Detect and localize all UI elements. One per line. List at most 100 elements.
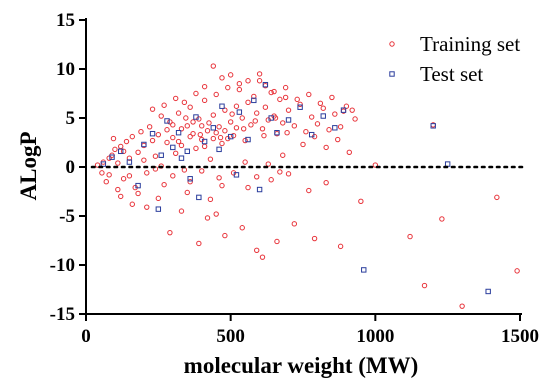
training-set-point [129, 133, 135, 140]
training-set-point [274, 238, 280, 245]
training-set-point [219, 75, 225, 81]
training-set-point [199, 168, 205, 174]
test-set-point [141, 141, 147, 148]
test-set-point [175, 130, 182, 136]
training-set-point [126, 173, 133, 179]
training-set-point [349, 107, 355, 113]
training-set-point [268, 89, 274, 96]
test-set-point [268, 115, 274, 121]
x-tick-label: 1500 [501, 326, 539, 347]
training-set-point [306, 187, 312, 194]
test-set-point [109, 154, 115, 160]
y-axis-title: ALogP [16, 132, 41, 201]
y-tick-label: 0 [66, 157, 76, 178]
training-set-point [161, 181, 167, 188]
training-set-point [167, 119, 173, 125]
test-set-point [233, 172, 240, 178]
training-set-point [329, 94, 335, 101]
training-set-point [144, 204, 150, 210]
training-set-point [222, 107, 228, 113]
x-tick-label: 1000 [356, 326, 394, 347]
training-set-point [193, 90, 199, 97]
training-set-point [141, 157, 147, 163]
test-set-point [178, 155, 185, 161]
training-set-point [199, 123, 205, 129]
legend-marker-circle [389, 41, 395, 47]
training-set-point [190, 119, 196, 125]
training-set-point [170, 122, 176, 128]
training-set-point [225, 84, 231, 91]
training-set-point [213, 91, 219, 98]
training-set-point [277, 169, 283, 175]
test-set-point [444, 161, 451, 167]
training-set-point [439, 216, 445, 222]
training-set-point [314, 121, 321, 127]
test-set-point [219, 103, 225, 109]
training-set-point [239, 115, 245, 121]
training-set-point [207, 156, 214, 162]
test-set-point [262, 81, 269, 88]
training-set-point [201, 143, 208, 150]
training-set-point [219, 182, 225, 189]
test-set-point [236, 109, 243, 115]
training-set-point [337, 124, 344, 130]
training-set-point [181, 99, 188, 106]
test-set-point [155, 206, 162, 212]
training-set-point [256, 78, 263, 84]
test-set-point [430, 123, 436, 129]
test-set-point [210, 125, 217, 131]
test-set-point [170, 144, 176, 151]
training-set-point [135, 190, 141, 197]
training-set-point [110, 135, 117, 142]
training-set-point [372, 162, 379, 168]
training-set-point [459, 303, 465, 309]
training-set-point [291, 123, 298, 129]
training-set-point [332, 111, 338, 117]
training-set-point [308, 114, 315, 120]
test-set-point [196, 194, 202, 201]
training-set-point [233, 103, 240, 109]
legend-label: Test set [420, 62, 483, 86]
legend-item: Training set [389, 32, 520, 56]
training-set-point [210, 63, 217, 69]
training-set-point [335, 136, 341, 143]
training-set-point [187, 104, 193, 110]
training-set-point [170, 173, 176, 179]
training-set-point [282, 84, 289, 91]
training-set-point [271, 88, 277, 95]
training-set-point [207, 196, 214, 203]
training-set-point [421, 282, 428, 289]
training-set-point [120, 176, 127, 182]
training-set-point [187, 133, 193, 140]
test-set-point [158, 152, 164, 158]
test-set-point [361, 267, 367, 273]
training-set-point [297, 101, 303, 107]
training-set-point [282, 94, 289, 101]
y-tick-label: -15 [50, 304, 75, 325]
training-set-point [245, 99, 251, 106]
training-set-point [358, 198, 364, 205]
training-set-point [196, 240, 202, 247]
training-set-point [245, 78, 251, 84]
training-set-point [242, 159, 248, 165]
training-set-point [219, 140, 225, 147]
training-set-point [183, 115, 189, 121]
training-set-point [204, 215, 211, 221]
training-set-point [178, 126, 185, 132]
training-set-point [129, 201, 135, 207]
training-set-point [193, 145, 199, 152]
training-set-point [120, 148, 127, 155]
legend: Training set Test set [389, 32, 520, 86]
training-set-point [262, 104, 269, 110]
test-set-point [297, 104, 303, 110]
training-set-point [149, 106, 156, 112]
training-set-point [201, 83, 208, 90]
training-set-point [280, 152, 286, 158]
training-set-point [320, 105, 326, 111]
test-set-point [485, 288, 491, 295]
training-set-point [210, 135, 217, 142]
test-set-point [256, 186, 263, 193]
training-set-point [115, 160, 121, 166]
training-set-point [184, 123, 190, 129]
training-set-point [323, 144, 329, 151]
